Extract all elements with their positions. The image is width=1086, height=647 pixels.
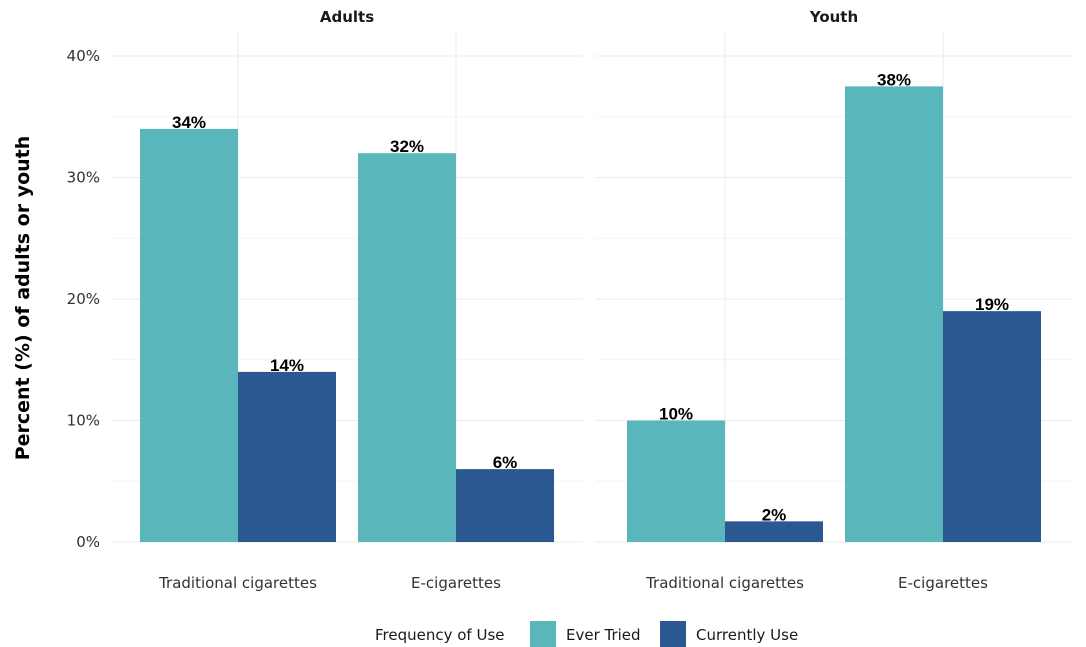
data-label: 34% (172, 113, 206, 132)
x-tick-label: E-cigarettes (411, 574, 501, 592)
x-tick-label: Traditional cigarettes (645, 574, 804, 592)
bar-ever-tried (358, 153, 456, 542)
bar-currently-use (943, 311, 1041, 542)
legend-key-currently-use (660, 621, 686, 647)
legend-label: Currently Use (696, 626, 798, 644)
y-tick-label: 10% (67, 412, 100, 430)
data-label: 6% (493, 453, 518, 472)
data-label: 19% (975, 295, 1009, 314)
legend-key-ever-tried (530, 621, 556, 647)
data-label: 38% (877, 70, 911, 89)
y-tick-label: 20% (67, 290, 100, 308)
bar-currently-use (238, 371, 336, 542)
facet-title-youth: Youth (809, 8, 858, 26)
bar-ever-tried (845, 86, 943, 542)
bar-ever-tried (140, 128, 238, 542)
legend-label: Ever Tried (566, 626, 641, 644)
data-label: 10% (659, 405, 693, 424)
y-axis-title: Percent (%) of adults or youth (12, 136, 34, 461)
bar-ever-tried (627, 420, 725, 542)
facet-title-adults: Adults (320, 8, 374, 26)
data-label: 2% (762, 505, 787, 524)
x-tick-label: Traditional cigarettes (158, 574, 317, 592)
x-tick-label: E-cigarettes (898, 574, 988, 592)
bar-currently-use (725, 521, 823, 542)
y-tick-label: 40% (67, 47, 100, 65)
y-tick-label: 0% (76, 533, 100, 551)
data-label: 14% (270, 356, 304, 375)
y-tick-label: 30% (67, 169, 100, 187)
bar-currently-use (456, 469, 554, 542)
legend-title: Frequency of Use (375, 626, 505, 644)
data-label: 32% (390, 137, 424, 156)
